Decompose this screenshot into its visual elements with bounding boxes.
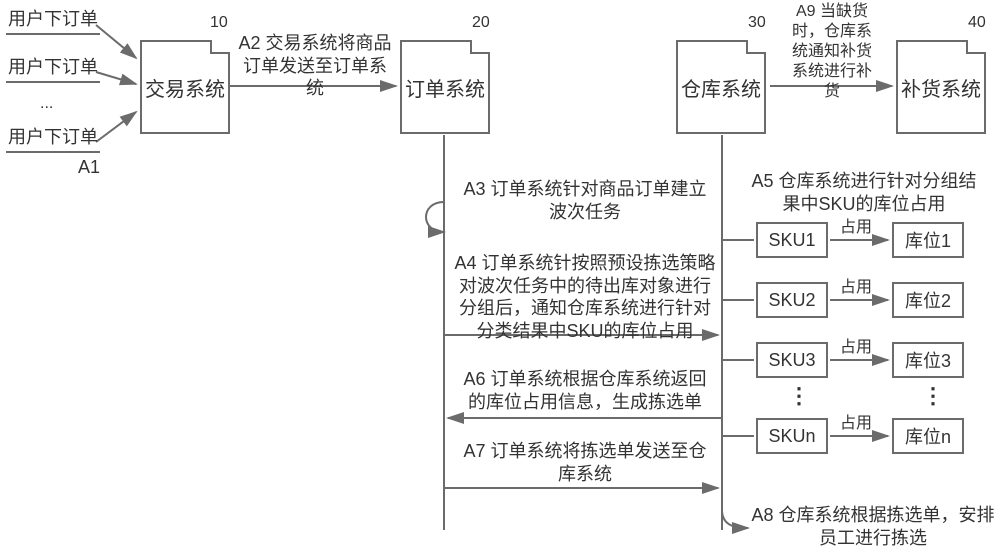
user-order-3: 用户下订单 bbox=[6, 126, 100, 153]
a5-label: A5 仓库系统进行针对分组结 果中SKU的库位占用 bbox=[740, 170, 988, 215]
loc2-label: 库位2 bbox=[905, 287, 951, 313]
sku-box-3: SKU3 bbox=[756, 342, 828, 378]
skun-label: SKUn bbox=[768, 426, 815, 447]
a1-label: A1 bbox=[78, 156, 100, 179]
sku-dots-1: ⋮ bbox=[788, 382, 810, 410]
warehouse-system-box: 仓库系统 bbox=[676, 40, 766, 134]
sku3-label: SKU3 bbox=[768, 350, 815, 371]
a2-label: A2 交易系统将商品 订单发送至订单系 统 bbox=[232, 32, 398, 100]
replenish-system-box: 补货系统 bbox=[896, 40, 986, 134]
a4-label: A4 订单系统针按照预设拣选策略 对波次任务中的待出库对象进行 分组后，通知仓库… bbox=[450, 252, 720, 342]
user-order-2: 用户下订单 bbox=[6, 56, 100, 83]
loc3-label: 库位3 bbox=[905, 347, 951, 373]
loc-box-2: 库位2 bbox=[892, 282, 964, 318]
sku-box-n: SKUn bbox=[756, 418, 828, 454]
loc-box-1: 库位1 bbox=[892, 222, 964, 258]
sku-dots-2: ⋮ bbox=[922, 382, 944, 410]
sku-box-2: SKU2 bbox=[756, 282, 828, 318]
sku1-label: SKU1 bbox=[768, 230, 815, 251]
user-order-1: 用户下订单 bbox=[6, 8, 100, 35]
trade-system-box: 交易系统 bbox=[140, 40, 230, 134]
a8-label: A8 仓库系统根据拣选单，安排 员工进行拣选 bbox=[750, 504, 996, 549]
replenish-system-label: 补货系统 bbox=[901, 73, 981, 102]
warehouse-system-label: 仓库系统 bbox=[681, 73, 761, 102]
locn-label: 库位n bbox=[905, 423, 951, 449]
sku2-label: SKU2 bbox=[768, 290, 815, 311]
sku2-arrow-label: 占用 bbox=[840, 278, 872, 298]
sku-box-1: SKU1 bbox=[756, 222, 828, 258]
num-30: 30 bbox=[748, 14, 766, 32]
a9-label: A9 当缺货 时，仓库系 统通知补货 系统进行补 货 bbox=[780, 2, 884, 102]
num-20: 20 bbox=[472, 14, 490, 32]
loc-box-3: 库位3 bbox=[892, 342, 964, 378]
skun-arrow-label: 占用 bbox=[840, 414, 872, 434]
a3-label: A3 订单系统针对商品订单建立 波次任务 bbox=[452, 178, 718, 223]
num-10: 10 bbox=[210, 14, 228, 32]
sku1-arrow-label: 占用 bbox=[840, 218, 872, 238]
a7-label: A7 订单系统将拣选单发送至仓 库系统 bbox=[452, 440, 718, 485]
num-40: 40 bbox=[968, 14, 986, 32]
order-system-box: 订单系统 bbox=[400, 40, 490, 134]
sku3-arrow-label: 占用 bbox=[840, 338, 872, 358]
a6-label: A6 订单系统根据仓库系统返回 的库位占用信息，生成拣选单 bbox=[452, 368, 718, 413]
user-order-dots: ... bbox=[40, 94, 53, 114]
loc1-label: 库位1 bbox=[905, 227, 951, 253]
loc-box-n: 库位n bbox=[892, 418, 964, 454]
order-system-label: 订单系统 bbox=[405, 73, 485, 102]
trade-system-label: 交易系统 bbox=[145, 73, 225, 102]
